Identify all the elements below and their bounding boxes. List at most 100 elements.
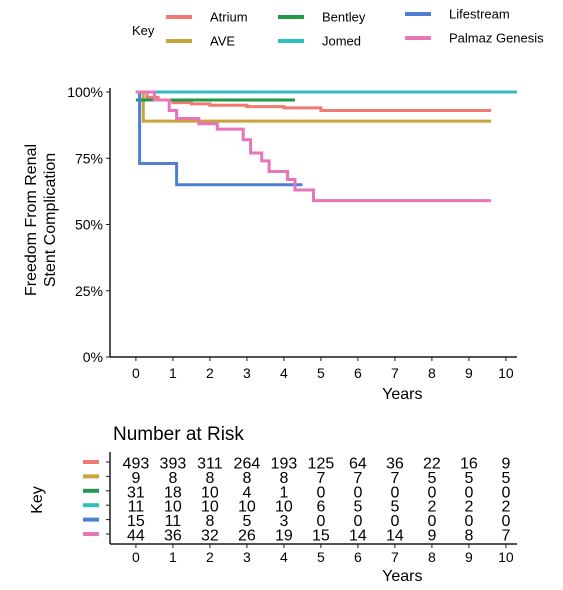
x-tick-label-0: 0 bbox=[132, 365, 140, 381]
x-tick-label-7: 7 bbox=[391, 365, 399, 381]
y-tick-label-0: 0% bbox=[83, 349, 103, 365]
risk-cell: 5 bbox=[501, 470, 510, 487]
risk-cell: 0 bbox=[427, 484, 436, 501]
legend-title: Key bbox=[132, 23, 155, 38]
risk-cell: 0 bbox=[353, 484, 362, 501]
risk-cell: 0 bbox=[501, 484, 510, 501]
x-tick-label-1: 1 bbox=[169, 365, 177, 381]
x-tick-label-8: 8 bbox=[428, 365, 436, 381]
risk-cell: 16 bbox=[460, 456, 478, 473]
y-tick-label-2: 50% bbox=[75, 217, 103, 233]
risk-x-axis-title: Years bbox=[382, 568, 422, 585]
risk-cell: 11 bbox=[128, 499, 145, 516]
legend-label-4: Lifestream bbox=[449, 7, 510, 22]
legend-label-5: Palmaz Genesis bbox=[449, 31, 544, 46]
risk-x-tick-label-5: 5 bbox=[317, 549, 325, 565]
risk-cell: 311 bbox=[197, 456, 223, 473]
x-tick-label-4: 4 bbox=[280, 365, 288, 381]
risk-cell: 8 bbox=[205, 470, 214, 487]
y-tick-label-1: 25% bbox=[75, 283, 103, 299]
risk-cell: 8 bbox=[242, 470, 251, 487]
risk-cell: 7 bbox=[353, 470, 362, 487]
x-tick-label-5: 5 bbox=[317, 365, 325, 381]
risk-cell: 19 bbox=[275, 528, 293, 545]
risk-cell: 9 bbox=[131, 470, 140, 487]
risk-cell: 44 bbox=[127, 528, 145, 545]
y-tick-label-4: 100% bbox=[67, 84, 103, 100]
risk-cell: 393 bbox=[160, 456, 187, 473]
risk-cell: 8 bbox=[168, 470, 177, 487]
risk-cell: 0 bbox=[464, 513, 473, 530]
risk-cell: 0 bbox=[390, 513, 399, 530]
risk-cell: 0 bbox=[427, 513, 436, 530]
risk-cell: 7 bbox=[501, 528, 510, 545]
risk-x-tick-label-8: 8 bbox=[428, 549, 436, 565]
risk-cell: 10 bbox=[275, 499, 293, 516]
risk-x-tick-label-6: 6 bbox=[354, 549, 362, 565]
risk-cell: 2 bbox=[501, 499, 510, 516]
risk-y-axis-title: Key bbox=[29, 486, 46, 514]
y-axis-title-line-1: Stent Complication bbox=[42, 153, 59, 287]
risk-x-tick-label-1: 1 bbox=[169, 549, 177, 565]
risk-cell: 493 bbox=[123, 456, 150, 473]
risk-cell: 2 bbox=[427, 499, 436, 516]
risk-cell: 64 bbox=[349, 456, 367, 473]
risk-cell: 7 bbox=[316, 470, 325, 487]
risk-cell: 0 bbox=[316, 484, 325, 501]
risk-cell: 8 bbox=[279, 470, 288, 487]
x-tick-label-2: 2 bbox=[206, 365, 214, 381]
risk-x-tick-label-7: 7 bbox=[391, 549, 399, 565]
risk-cell: 264 bbox=[234, 456, 261, 473]
risk-cell: 10 bbox=[201, 484, 219, 501]
legend-label-2: Bentley bbox=[322, 10, 366, 25]
y-axis-title-line-0: Freedom From Renal bbox=[23, 144, 40, 296]
risk-cell: 8 bbox=[205, 513, 214, 530]
risk-cell: 5 bbox=[242, 513, 251, 530]
risk-cell: 18 bbox=[164, 484, 182, 501]
risk-cell: 193 bbox=[271, 456, 298, 473]
risk-cell: 5 bbox=[427, 470, 436, 487]
legend-label-0: Atrium bbox=[210, 10, 248, 25]
x-tick-label-6: 6 bbox=[354, 365, 362, 381]
y-axis-title: Freedom From Renal Stent Complication bbox=[23, 144, 59, 296]
x-tick-label-3: 3 bbox=[243, 365, 251, 381]
risk-cell: 9 bbox=[427, 528, 436, 545]
risk-cell: 36 bbox=[164, 528, 182, 545]
series-line-atrium bbox=[135, 90, 492, 113]
risk-cell: 36 bbox=[386, 456, 404, 473]
legend-label-3: Jomed bbox=[322, 34, 361, 49]
x-tick-label-10: 10 bbox=[498, 365, 514, 381]
x-axis-title: Years bbox=[382, 386, 422, 403]
risk-cell: 5 bbox=[390, 499, 399, 516]
risk-cell: 0 bbox=[390, 484, 399, 501]
risk-cell: 10 bbox=[238, 499, 256, 516]
legend: Key Atrium AVE Bentley Jomed Lifestream Palmaz… bbox=[132, 7, 544, 49]
risk-cell: 3 bbox=[279, 513, 288, 530]
risk-cell: 5 bbox=[464, 470, 473, 487]
risk-x-tick-label-2: 2 bbox=[206, 549, 214, 565]
risk-cell: 31 bbox=[127, 484, 145, 501]
risk-cell: 125 bbox=[308, 456, 335, 473]
risk-cell: 4 bbox=[242, 484, 251, 501]
x-tick-label-9: 9 bbox=[465, 365, 473, 381]
risk-cell: 14 bbox=[386, 528, 404, 545]
risk-x-tick-label-3: 3 bbox=[243, 549, 251, 565]
risk-cell: 5 bbox=[353, 499, 362, 516]
risk-cell: 0 bbox=[353, 513, 362, 530]
risk-cell: 8 bbox=[464, 528, 473, 545]
risk-cell: 15 bbox=[127, 513, 145, 530]
risk-cell: 11 bbox=[165, 513, 182, 530]
y-tick-label-3: 75% bbox=[75, 150, 103, 166]
risk-cell: 10 bbox=[164, 499, 182, 516]
risk-cell: 0 bbox=[316, 513, 325, 530]
risk-cell: 15 bbox=[312, 528, 330, 545]
risk-x-tick-label-10: 10 bbox=[498, 549, 514, 565]
risk-cell: 0 bbox=[464, 484, 473, 501]
risk-x-tick-label-4: 4 bbox=[280, 549, 288, 565]
risk-cell: 6 bbox=[316, 499, 325, 516]
risk-cell: 1 bbox=[279, 484, 288, 501]
risk-cell: 32 bbox=[201, 528, 219, 545]
risk-cell: 14 bbox=[349, 528, 367, 545]
